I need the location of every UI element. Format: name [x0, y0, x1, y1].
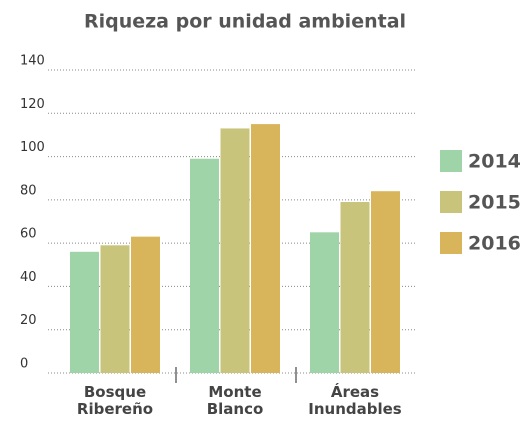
y-tick-label: 60 — [20, 227, 37, 242]
bar — [70, 251, 99, 373]
legend-swatch — [440, 191, 462, 213]
x-tick-label: Monte Blanco — [206, 383, 264, 418]
bar — [131, 236, 160, 373]
bar — [251, 124, 280, 373]
legend-label: 2016 — [468, 233, 521, 255]
y-tick-label: 100 — [20, 140, 45, 155]
y-tick-label: 40 — [20, 270, 37, 285]
y-tick-label: 0 — [20, 357, 28, 372]
legend-label: 2014 — [468, 151, 521, 173]
y-tick-label: 80 — [20, 183, 37, 198]
legend-swatch — [440, 150, 462, 172]
bar — [371, 191, 400, 373]
bar — [100, 245, 130, 373]
y-tick-label: 20 — [20, 313, 37, 328]
legend-swatch — [440, 232, 462, 254]
bar — [310, 232, 339, 373]
y-tick-label: 140 — [20, 54, 45, 69]
chart-title: Riqueza por unidad ambiental — [84, 11, 406, 33]
bar — [340, 202, 370, 373]
bar — [190, 158, 219, 373]
legend-label: 2015 — [468, 192, 521, 214]
y-tick-label: 120 — [20, 97, 45, 112]
x-tick-label: Áreas Inundables — [308, 383, 402, 418]
x-tick-label: Bosque Ribereño — [76, 383, 154, 418]
bar — [220, 128, 250, 373]
